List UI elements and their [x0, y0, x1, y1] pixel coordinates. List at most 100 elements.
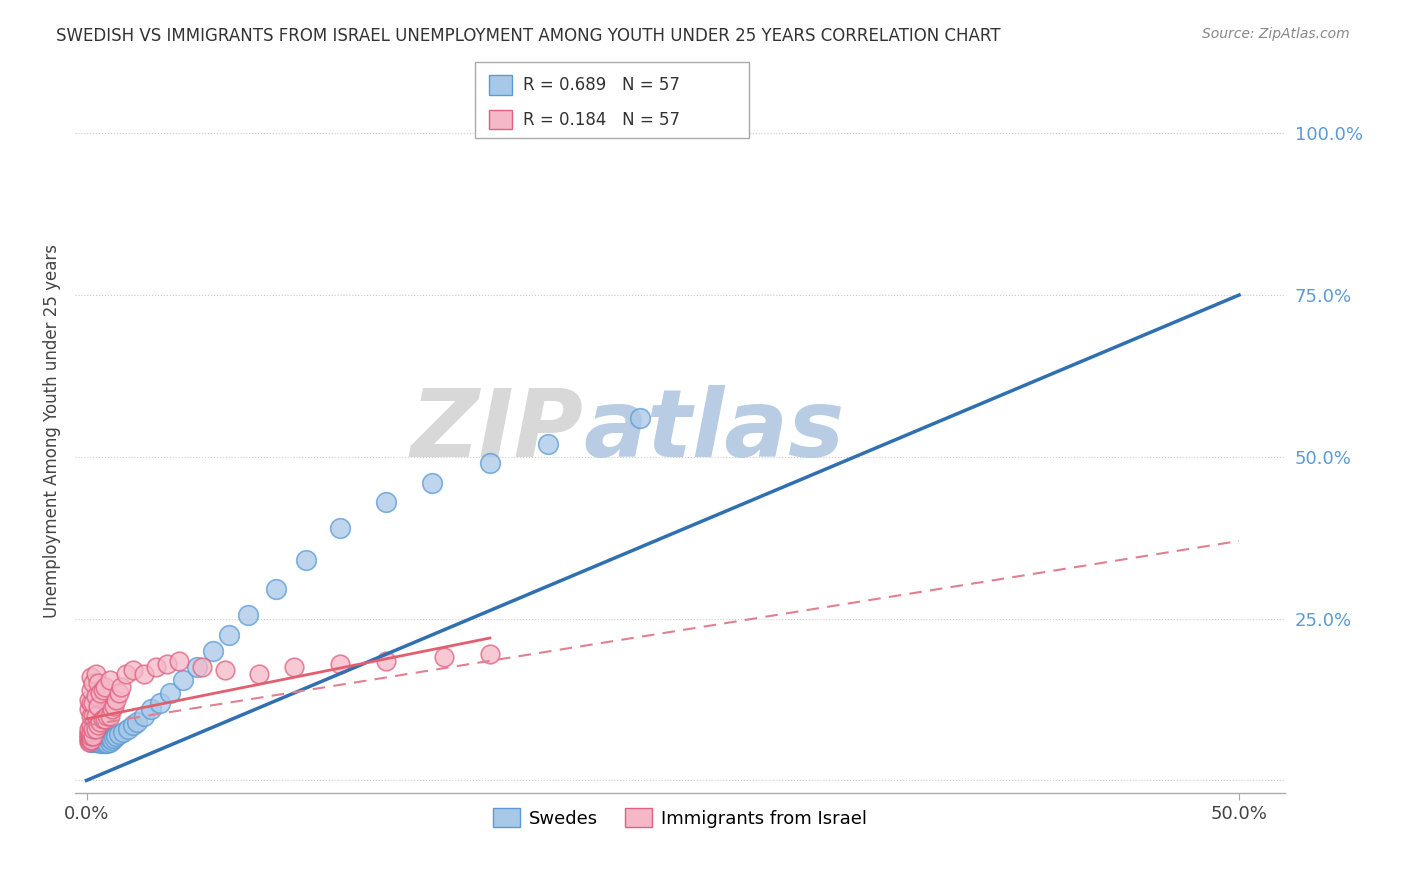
Point [156, 657, 179, 671]
Point [536, 437, 558, 451]
Point [628, 411, 651, 425]
Point [82, 724, 104, 739]
Point [84, 734, 107, 748]
Text: R = 0.689   N = 57: R = 0.689 N = 57 [523, 76, 681, 95]
Point [420, 475, 443, 490]
Point [77, 722, 100, 736]
Point [101, 733, 124, 747]
Point [82, 708, 104, 723]
Point [87, 729, 110, 743]
Point [80, 718, 103, 732]
Point [101, 702, 124, 716]
Point [218, 628, 240, 642]
Point [80, 734, 103, 748]
Point [84, 732, 107, 747]
Point [478, 647, 501, 661]
Point [329, 657, 352, 671]
Text: ZIP: ZIP [411, 385, 583, 477]
Point [294, 553, 316, 567]
Point [127, 715, 149, 730]
Point [96, 736, 118, 750]
Point [77, 692, 100, 706]
Point [80, 733, 103, 747]
Point [82, 730, 104, 744]
Point [103, 731, 125, 746]
Point [87, 718, 110, 732]
Point [80, 682, 103, 697]
Point [89, 733, 111, 747]
Point [159, 686, 181, 700]
Point [84, 666, 107, 681]
Point [283, 660, 305, 674]
Text: SWEDISH VS IMMIGRANTS FROM ISRAEL UNEMPLOYMENT AMONG YOUTH UNDER 25 YEARS CORREL: SWEDISH VS IMMIGRANTS FROM ISRAEL UNEMPL… [56, 27, 1001, 45]
Point [89, 730, 111, 744]
Point [91, 682, 114, 697]
Point [80, 728, 103, 742]
Point [98, 731, 121, 746]
Point [107, 727, 129, 741]
Point [84, 730, 107, 744]
Point [236, 608, 259, 623]
Point [80, 727, 103, 741]
Point [82, 734, 104, 748]
Point [91, 736, 114, 750]
Point [145, 660, 167, 674]
Point [80, 708, 103, 723]
Point [375, 654, 398, 668]
Point [433, 650, 456, 665]
Point [96, 708, 118, 723]
Point [77, 727, 100, 741]
Point [82, 730, 104, 744]
Point [375, 495, 398, 509]
Point [134, 666, 156, 681]
Point [77, 734, 100, 748]
Point [84, 727, 107, 741]
Point [87, 676, 110, 690]
Point [91, 712, 114, 726]
Point [117, 722, 139, 736]
Point [94, 712, 117, 726]
Point [105, 730, 128, 744]
Point [84, 690, 107, 704]
Point [214, 664, 236, 678]
Point [82, 696, 104, 710]
Point [98, 673, 121, 687]
Point [82, 722, 104, 736]
Point [87, 731, 110, 745]
Text: atlas: atlas [583, 385, 845, 477]
Point [80, 730, 103, 744]
Point [94, 736, 117, 750]
Point [98, 708, 121, 723]
Y-axis label: Unemployment Among Youth under 25 years: Unemployment Among Youth under 25 years [44, 244, 60, 618]
Point [80, 724, 103, 739]
Point [329, 521, 352, 535]
Point [77, 702, 100, 716]
Point [87, 726, 110, 740]
Point [94, 733, 117, 747]
Point [134, 708, 156, 723]
Legend: Swedes, Immigrants from Israel: Swedes, Immigrants from Israel [485, 801, 875, 835]
Point [112, 724, 135, 739]
Point [98, 734, 121, 748]
Point [478, 456, 501, 470]
Point [172, 673, 194, 687]
Point [139, 702, 162, 716]
Point [80, 733, 103, 747]
Point [80, 670, 103, 684]
Point [91, 733, 114, 747]
Point [80, 724, 103, 739]
Point [89, 736, 111, 750]
Point [191, 660, 214, 674]
Point [82, 731, 104, 746]
Point [94, 680, 117, 694]
Point [114, 666, 136, 681]
Point [87, 698, 110, 713]
Point [103, 698, 125, 713]
Text: R = 0.184   N = 57: R = 0.184 N = 57 [523, 111, 681, 128]
Point [80, 696, 103, 710]
Point [89, 686, 111, 700]
Point [121, 664, 143, 678]
Point [80, 731, 103, 746]
Point [202, 644, 225, 658]
Point [107, 686, 129, 700]
